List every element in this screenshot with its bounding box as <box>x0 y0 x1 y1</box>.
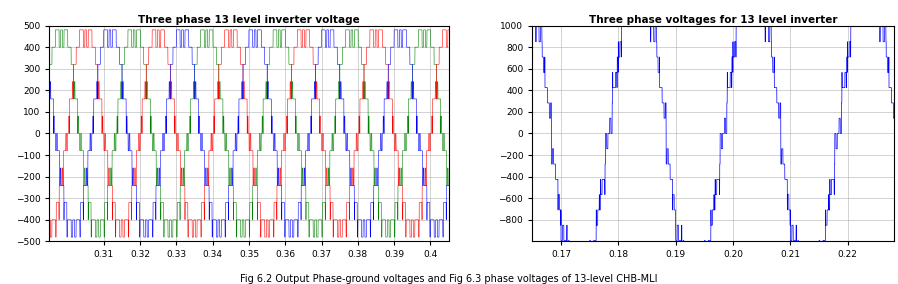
Title: Three phase 13 level inverter voltage: Three phase 13 level inverter voltage <box>138 15 360 25</box>
Title: Three phase voltages for 13 level inverter: Three phase voltages for 13 level invert… <box>589 15 837 25</box>
Text: Fig 6.2 Output Phase-ground voltages and Fig 6.3 phase voltages of 13-level CHB-: Fig 6.2 Output Phase-ground voltages and… <box>241 274 657 284</box>
